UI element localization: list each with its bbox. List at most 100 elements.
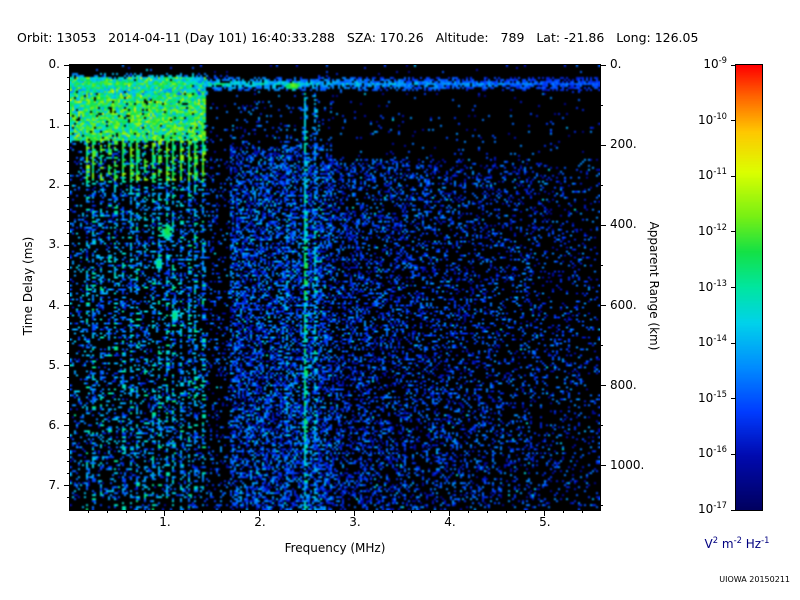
y-right-axis-tick [600,465,606,467]
axis-minor-tick [600,264,603,266]
y-left-tick-label: 4. [48,297,60,312]
colorbar-tick [731,120,736,122]
y-left-axis-tick [64,305,70,307]
axis-minor-tick [67,317,70,319]
x-tick-label: 4. [444,515,456,529]
y-left-axis-tick [64,485,70,487]
colorbar-tick-label: 10-16 [698,444,727,461]
x-tick-label: 2. [254,515,266,529]
y-left-axis-tick [64,124,70,126]
colorbar-tick-label: 10-14 [698,333,727,350]
y-right-axis-tick [600,224,606,226]
x-axis-tick [259,510,261,516]
axis-minor-tick [67,353,70,355]
axis-minor-tick [468,510,470,513]
x-axis-label: Frequency (MHz) [284,541,386,555]
y-left-tick-label: 3. [48,237,60,252]
axis-minor-tick [297,510,299,513]
y-right-axis-tick [600,64,606,66]
axis-minor-tick [67,449,70,451]
axis-minor-tick [582,510,584,513]
x-axis-tick [354,510,356,516]
axis-minor-tick [67,268,70,270]
axis-minor-tick [107,510,109,513]
axis-minor-tick [67,196,70,198]
axis-minor-tick [67,172,70,174]
axis-minor-tick [67,88,70,90]
colorbar-tick [731,287,736,288]
y-left-tick-label: 6. [48,417,60,432]
x-tick-label: 1. [159,515,171,529]
axis-minor-tick [126,510,128,513]
axis-minor-tick [316,510,318,513]
colorbar-tick-label: 10-13 [698,277,727,294]
axis-minor-tick [240,510,242,513]
colorbar-unit-label: V2 m-2 Hz-1 [704,535,770,551]
axis-minor-tick [67,136,70,138]
colorbar-tick [731,231,736,233]
colorbar-tick [731,398,736,400]
y-right-tick-label: 800. [610,377,637,392]
y-left-axis-tick [64,64,70,66]
axis-minor-tick [67,232,70,234]
axis-minor-tick [600,505,603,507]
axis-minor-tick [373,510,375,513]
axis-minor-tick [145,510,147,513]
colorbar-tick-label: 10-11 [698,166,727,183]
axis-minor-tick [67,256,70,258]
axis-minor-tick [392,510,394,513]
axis-minor-tick [600,104,603,106]
axis-minor-tick [600,345,603,347]
axis-minor-tick [278,510,280,513]
axis-minor-tick [335,510,337,513]
y-left-tick-label: 7. [48,477,60,492]
y-left-tick-label: 1. [48,117,60,132]
x-tick-label: 5. [539,515,551,529]
y-axis-label-left: Time Delay (ms) [21,236,35,336]
axis-minor-tick [411,510,413,513]
colorbar-tick [731,64,736,66]
y-right-axis-tick [600,305,606,307]
colorbar-tick [731,342,736,344]
axis-minor-tick [67,100,70,102]
x-axis-tick [164,510,166,516]
axis-minor-tick [221,510,223,513]
axis-minor-tick [67,329,70,331]
axis-minor-tick [67,497,70,499]
axis-minor-tick [600,184,603,186]
x-tick-label: 3. [349,515,361,529]
axis-minor-tick [67,401,70,403]
axis-minor-tick [67,341,70,343]
axis-minor-tick [67,413,70,415]
y-right-axis-tick [600,385,606,387]
y-left-axis-tick [64,244,70,246]
axis-minor-tick [67,220,70,222]
axis-minor-tick [202,510,204,513]
y-left-tick-label: 2. [48,177,60,192]
y-left-tick-label: 5. [48,357,60,372]
axis-minor-tick [67,160,70,162]
colorbar-tick-label: 10-10 [698,110,727,127]
y-left-tick-label: 0. [48,57,60,71]
y-right-tick-label: 0. [610,57,622,71]
colorbar-tick [731,453,736,455]
y-right-tick-label: 600. [610,297,637,312]
axis-minor-tick [506,510,508,513]
colorbar-tick [731,509,736,511]
spectrogram-heatmap [70,65,600,510]
axis-minor-tick [487,510,489,513]
axis-minor-tick [67,148,70,150]
axis-minor-tick [525,510,527,513]
x-axis-tick [449,510,451,516]
axis-minor-tick [183,510,185,513]
axis-minor-tick [563,510,565,513]
axis-minor-tick [67,473,70,475]
colorbar-gradient [736,65,762,510]
watermark: UIOWA 20150211 [719,575,790,584]
y-left-axis-tick [64,425,70,427]
axis-minor-tick [600,425,603,427]
y-right-tick-label: 1000. [610,457,645,472]
y-right-tick-label: 400. [610,217,637,232]
axis-minor-tick [67,389,70,391]
